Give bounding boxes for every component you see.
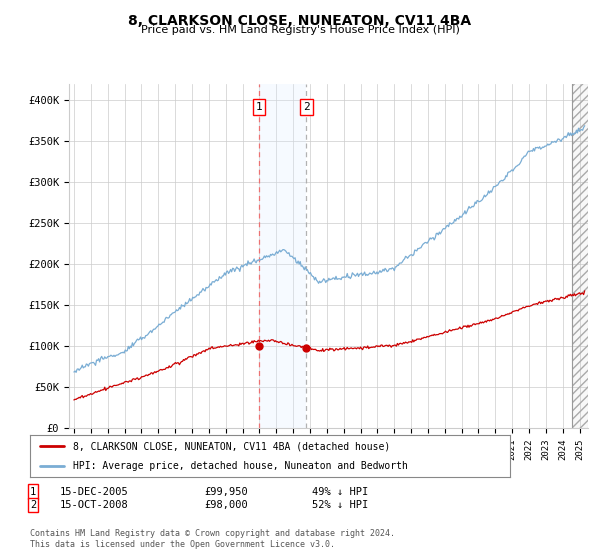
Bar — [572, 84, 588, 428]
Text: 1: 1 — [256, 102, 262, 112]
Text: 52% ↓ HPI: 52% ↓ HPI — [312, 500, 368, 510]
Text: 2: 2 — [30, 500, 36, 510]
Text: Contains HM Land Registry data © Crown copyright and database right 2024.
This d: Contains HM Land Registry data © Crown c… — [30, 529, 395, 549]
Text: 49% ↓ HPI: 49% ↓ HPI — [312, 487, 368, 497]
Text: Price paid vs. HM Land Registry's House Price Index (HPI): Price paid vs. HM Land Registry's House … — [140, 25, 460, 35]
Text: 15-DEC-2005: 15-DEC-2005 — [60, 487, 129, 497]
Text: 1: 1 — [30, 487, 36, 497]
Bar — [572, 84, 588, 428]
Text: HPI: Average price, detached house, Nuneaton and Bedworth: HPI: Average price, detached house, Nune… — [73, 461, 408, 471]
Text: £98,000: £98,000 — [204, 500, 248, 510]
Text: 8, CLARKSON CLOSE, NUNEATON, CV11 4BA: 8, CLARKSON CLOSE, NUNEATON, CV11 4BA — [128, 14, 472, 28]
Text: 8, CLARKSON CLOSE, NUNEATON, CV11 4BA (detached house): 8, CLARKSON CLOSE, NUNEATON, CV11 4BA (d… — [73, 441, 391, 451]
Bar — [259, 84, 307, 428]
Text: 2: 2 — [303, 102, 310, 112]
Text: 15-OCT-2008: 15-OCT-2008 — [60, 500, 129, 510]
Text: £99,950: £99,950 — [204, 487, 248, 497]
